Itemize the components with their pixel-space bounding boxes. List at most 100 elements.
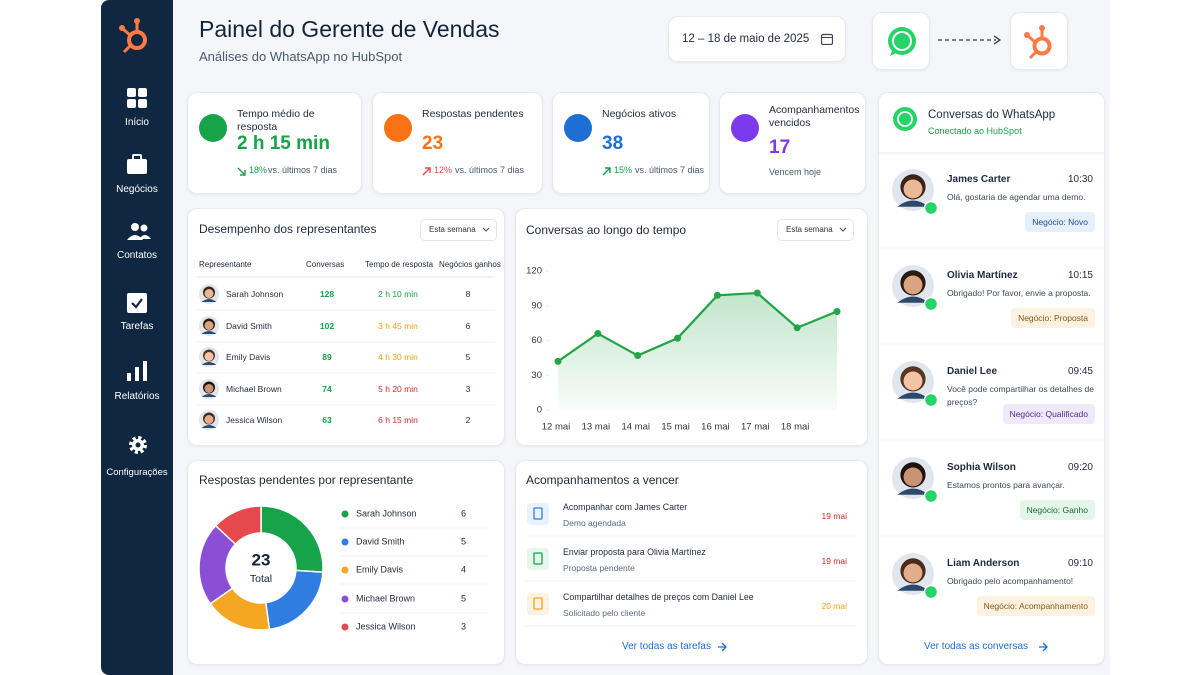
column-header: Representante <box>199 260 252 269</box>
conversations: 74 <box>322 384 332 394</box>
kpi-label: Negócios ativos <box>602 108 677 120</box>
chart-title: Respostas pendentes por representante <box>199 473 414 487</box>
response-time: 5 h 20 min <box>378 384 418 394</box>
icon-tasks[interactable] <box>127 291 147 313</box>
column-header: Conversas <box>306 260 345 269</box>
task-title: Compartilhar detalhes de preços com Dani… <box>563 592 754 602</box>
filter-dropdown[interactable]: Esta semana <box>777 219 854 241</box>
page-subtitle: Análises do WhatsApp no HubSpot <box>199 49 403 64</box>
kpi-change: 15% <box>614 165 633 175</box>
kpi-label: Acompanhamentos vencidos <box>769 104 860 129</box>
sidebar: Início Negócios Contatos Tarefas Relatór… <box>101 0 173 675</box>
nav-label[interactable]: Configurações <box>106 467 168 478</box>
kpi-change-note: vs. últimos 7 dias <box>635 165 705 175</box>
donut-card <box>187 460 505 665</box>
rep-name: Emily Davis <box>226 352 271 362</box>
kpi-value: 2 h 15 min <box>237 133 330 154</box>
link[interactable]: Ver todas as conversas <box>924 641 1028 652</box>
kpi-value: 23 <box>422 133 444 154</box>
rep-name: Jessica Wilson <box>226 415 283 425</box>
kpi-label: Tempo médio de resposta <box>237 108 315 133</box>
nav-label[interactable]: Negócios <box>116 184 158 195</box>
task-due: 20 mai <box>821 601 847 611</box>
deal-tag: Negócio: Qualificado <box>1002 404 1095 425</box>
nav-label[interactable]: Contatos <box>116 250 158 261</box>
icon-deals[interactable] <box>127 154 147 174</box>
message: Obrigado pelo acompanhamento! <box>947 576 1074 586</box>
hubspot-icon <box>1024 25 1052 60</box>
hubspot-logo <box>119 18 147 54</box>
calendar-icon <box>821 33 833 45</box>
message-time: 10:30 <box>1067 174 1093 185</box>
kpi-icon <box>731 114 759 142</box>
nav-label[interactable]: Tarefas <box>120 321 154 332</box>
message: Você pode compartilhar os detalhes de pr… <box>947 384 1094 407</box>
icon-contacts[interactable] <box>127 222 151 242</box>
link[interactable]: Ver todas as tarefas <box>622 641 711 652</box>
kpi-note: Vencem hoje <box>769 167 822 177</box>
hubspot-box <box>1010 12 1068 70</box>
contact-name[interactable]: James Carter <box>947 174 1011 185</box>
rep-name: Sarah Johnson <box>226 289 284 299</box>
task-title: Acompanhar com James Carter <box>563 502 688 512</box>
contact-name[interactable]: Daniel Lee <box>947 366 998 377</box>
kpi-icon <box>564 114 592 142</box>
deal-tag: Negócio: Novo <box>1025 212 1095 233</box>
contact-name[interactable]: Liam Anderson <box>947 558 1020 569</box>
task-subtitle: Solicitado pelo cliente <box>563 608 646 618</box>
card-title: Desempenho dos representantes <box>199 222 377 236</box>
response-time: 3 h 45 min <box>378 321 418 331</box>
conversations: 128 <box>319 289 335 299</box>
filter-dropdown[interactable]: Esta semana <box>420 219 497 241</box>
message-time: 09:10 <box>1067 558 1093 569</box>
kpi-value: 38 <box>602 133 624 154</box>
column-header: Tempo de resposta <box>365 260 434 269</box>
line-chart-card <box>515 208 868 446</box>
rep-name: David Smith <box>226 321 272 331</box>
kpi-card: Respostas pendentes 23 12% vs. últimos 7 di… <box>372 92 543 194</box>
date-picker[interactable]: 12 – 18 de maio de 2025 <box>668 16 846 62</box>
chart-title: Conversas ao longo do tempo <box>526 223 687 237</box>
trend-arrow <box>422 167 431 176</box>
rep-name: Michael Brown <box>226 384 282 394</box>
whatsapp-icon <box>888 27 916 56</box>
deals-won: 5 <box>465 352 471 362</box>
message: Estamos prontos para avançar. <box>947 480 1065 490</box>
message: Olá, gostaria de agendar uma demo. <box>947 192 1086 202</box>
icon-reports[interactable] <box>127 361 147 381</box>
page-title: Painel do Gerente de Vendas <box>199 16 500 42</box>
task-due: 19 mai <box>821 556 847 566</box>
deal-tag: Negócio: Proposta <box>1011 308 1095 329</box>
kpi-icon <box>384 114 412 142</box>
conversations: 89 <box>322 352 332 362</box>
message: Obrigado! Por favor, envie a proposta. <box>947 288 1091 298</box>
contact-name[interactable]: Sophia Wilson <box>947 462 1016 473</box>
trend-arrow <box>237 167 246 176</box>
kpi-card: Tempo médio de resposta 2 h 15 min 18% vs. … <box>187 92 362 194</box>
kpi-value: 17 <box>769 137 791 158</box>
kpi-card: Acompanhamentos vencidos 17 Vencem hoje <box>719 92 866 194</box>
date-range: 12 – 18 de maio de 2025 <box>682 33 810 45</box>
nav-label[interactable]: Relatórios <box>114 391 160 402</box>
kpi-change: 18% <box>249 165 268 175</box>
response-time: 4 h 30 min <box>378 352 418 362</box>
message-time: 09:20 <box>1067 462 1093 473</box>
icon-home[interactable] <box>127 88 147 108</box>
deals-won: 8 <box>465 289 471 299</box>
task-subtitle: Proposta pendente <box>563 563 635 573</box>
icon-settings[interactable] <box>127 434 149 456</box>
kpi-icon <box>199 114 227 142</box>
nav-label[interactable]: Início <box>125 117 149 128</box>
deals-won: 6 <box>465 321 471 331</box>
kpi-change-note: vs. últimos 7 dias <box>268 165 338 175</box>
conversations: 102 <box>319 321 335 331</box>
conversations: 63 <box>322 415 332 425</box>
kpi-label: Respostas pendentes <box>422 108 524 120</box>
whatsapp-box <box>872 12 930 70</box>
deals-won: 2 <box>465 415 471 425</box>
connection-arrow <box>938 35 1002 45</box>
kpi-change: 12% <box>434 165 453 175</box>
response-time: 6 h 15 min <box>378 415 418 425</box>
contact-name[interactable]: Olivia Martínez <box>947 270 1018 281</box>
